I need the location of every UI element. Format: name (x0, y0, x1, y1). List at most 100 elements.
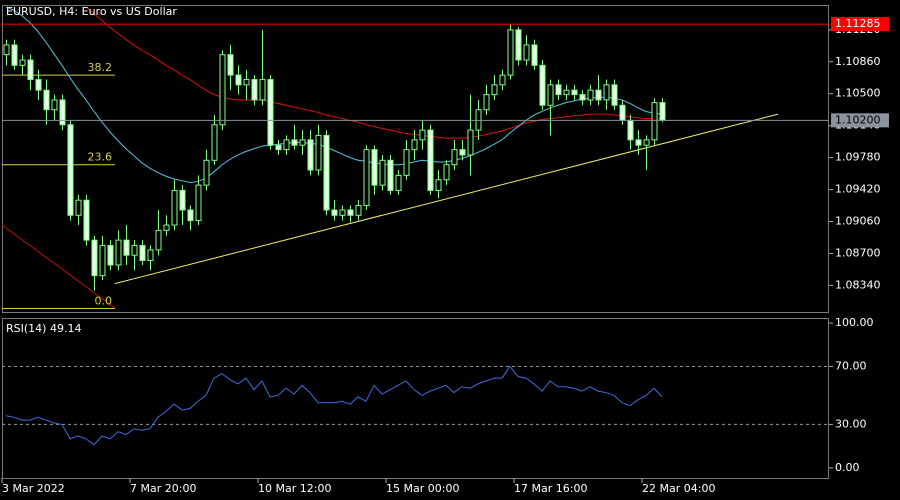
candle-body (451, 149, 458, 166)
price-label: 1.10200 (835, 113, 881, 126)
candle-body (603, 84, 610, 101)
candle-body (387, 159, 394, 191)
rsi-line (5, 365, 663, 446)
y-tick-label: 1.09420 (835, 183, 881, 196)
candle-body (67, 124, 74, 216)
candle-body (91, 239, 98, 277)
candle-body (11, 44, 18, 66)
candle-body (139, 244, 146, 262)
candle-body (163, 224, 170, 231)
x-tick-label: 3 Mar 2022 (2, 482, 65, 495)
candle-body (59, 99, 66, 126)
x-tick-label: 10 Mar 12:00 (258, 482, 331, 495)
candle-body (611, 84, 618, 106)
rsi-title: RSI(14) 49.14 (6, 322, 81, 335)
candle-body (267, 79, 274, 146)
y-tick-label: 1.08340 (835, 278, 881, 291)
candle-body (291, 139, 298, 146)
candle-body (643, 139, 650, 146)
fibo-label: 23.6 (88, 151, 113, 164)
candle-body (379, 159, 386, 186)
y-tick-label: 70.00 (835, 360, 867, 373)
candle-body (171, 189, 178, 226)
candle-body (75, 199, 82, 216)
candle-body (371, 149, 378, 186)
candle-body (83, 199, 90, 241)
candle-body (499, 74, 506, 86)
candle-body (435, 179, 442, 191)
y-tick-label: 30.00 (835, 417, 867, 430)
candle-body (259, 79, 266, 101)
y-tick-label: 1.09780 (835, 151, 881, 164)
candle-body (323, 134, 330, 211)
candle-body (659, 102, 666, 121)
rsi-panel-frame (2, 318, 829, 479)
candle-body (283, 139, 290, 151)
candle-body (651, 102, 658, 141)
candle-body (275, 144, 282, 151)
candle-body (555, 84, 562, 96)
candle-body (147, 249, 154, 262)
candle-body (235, 74, 242, 86)
candle-body (411, 139, 418, 151)
fibo-base-line (2, 224, 116, 309)
candle-body (131, 244, 138, 256)
candle-body (203, 159, 210, 186)
candle-body (19, 59, 26, 66)
candle-body (571, 89, 578, 96)
candle-body (307, 139, 314, 171)
candle-body (227, 54, 234, 76)
candle-body (403, 149, 410, 176)
candle-body (155, 229, 162, 251)
candle-body (299, 139, 306, 146)
candle-body (331, 209, 338, 216)
candle-body (459, 149, 466, 156)
candle-body (251, 79, 258, 101)
x-tick-label: 17 Mar 16:00 (514, 482, 587, 495)
candle-body (507, 29, 514, 76)
y-tick-label: 1.09060 (835, 214, 881, 227)
candle-body (419, 129, 426, 141)
price-label-box (831, 113, 889, 128)
y-tick-label: 0.00 (835, 461, 860, 474)
candle-body (363, 149, 370, 207)
candle-body (35, 79, 42, 91)
candle-body (195, 184, 202, 222)
main-plot: 0.0 23.6 38.2 (2, 6, 829, 309)
candle-body (395, 174, 402, 191)
candle-body (107, 244, 114, 266)
candle-body (43, 89, 50, 111)
moving-average (5, 6, 663, 183)
candle-body (563, 89, 570, 96)
candle-body (187, 209, 194, 222)
candle-body (243, 79, 250, 86)
candle-body (339, 209, 346, 216)
candle-body (547, 84, 554, 106)
main-panel-frame (2, 5, 829, 313)
candle-body (427, 129, 434, 191)
candle-body (483, 94, 490, 111)
candle-body (531, 44, 538, 66)
candle-body (627, 119, 634, 141)
fibo-label: 0.0 (95, 294, 113, 307)
candle-body (355, 205, 362, 216)
x-tick-label: 15 Mar 00:00 (386, 482, 459, 495)
trend-line (114, 113, 779, 285)
candle-body (523, 44, 530, 61)
fibo-label: 38.2 (88, 61, 113, 74)
candle-body (539, 64, 546, 106)
candle-body (515, 29, 522, 61)
candle-body (27, 59, 34, 81)
candle-body (211, 124, 218, 161)
candle-body (315, 134, 322, 171)
candle-body (99, 244, 106, 277)
y-tick-label: 1.08700 (835, 246, 881, 259)
rsi-plot (2, 365, 829, 446)
y-tick-label: 100.00 (835, 316, 874, 329)
moving-average (85, 6, 662, 139)
candle-body (619, 104, 626, 121)
y-tick-label: 1.10860 (835, 55, 881, 68)
candle-body (347, 209, 354, 216)
